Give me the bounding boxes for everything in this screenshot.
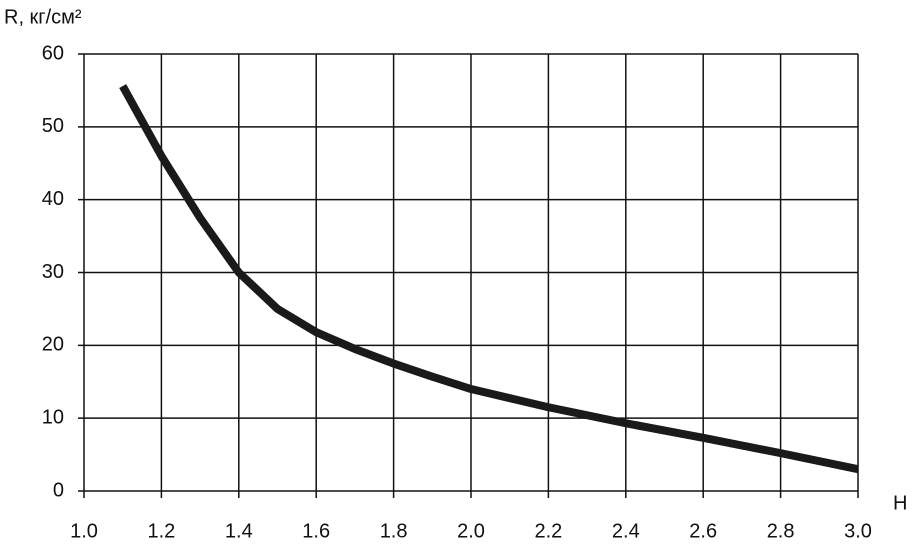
x-tick-label: 3.0 xyxy=(844,520,872,542)
x-tick-label: 2.0 xyxy=(457,520,485,542)
y-tick-label: 30 xyxy=(42,261,64,283)
y-axis-label: R, кг/см² xyxy=(4,6,82,28)
x-tick-label: 1.8 xyxy=(380,520,408,542)
y-tick-label: 10 xyxy=(42,406,64,428)
x-tick-label: 1.4 xyxy=(225,520,253,542)
y-tick-label: 60 xyxy=(42,42,64,64)
x-tick-label: 2.8 xyxy=(767,520,795,542)
y-tick-label: 40 xyxy=(42,188,64,210)
x-tick-label: 2.2 xyxy=(534,520,562,542)
x-tick-label: 2.6 xyxy=(689,520,717,542)
data-line xyxy=(119,84,859,474)
x-tick-label: 1.0 xyxy=(70,520,98,542)
x-tick-label: 1.6 xyxy=(302,520,330,542)
x-tick-label: 2.4 xyxy=(612,520,640,542)
x-axis-label: H xyxy=(893,492,907,514)
x-tick-label: 1.2 xyxy=(147,520,175,542)
y-tick-label: 50 xyxy=(42,115,64,137)
y-tick-label: 20 xyxy=(42,334,64,356)
y-tick-label: 0 xyxy=(53,479,64,501)
